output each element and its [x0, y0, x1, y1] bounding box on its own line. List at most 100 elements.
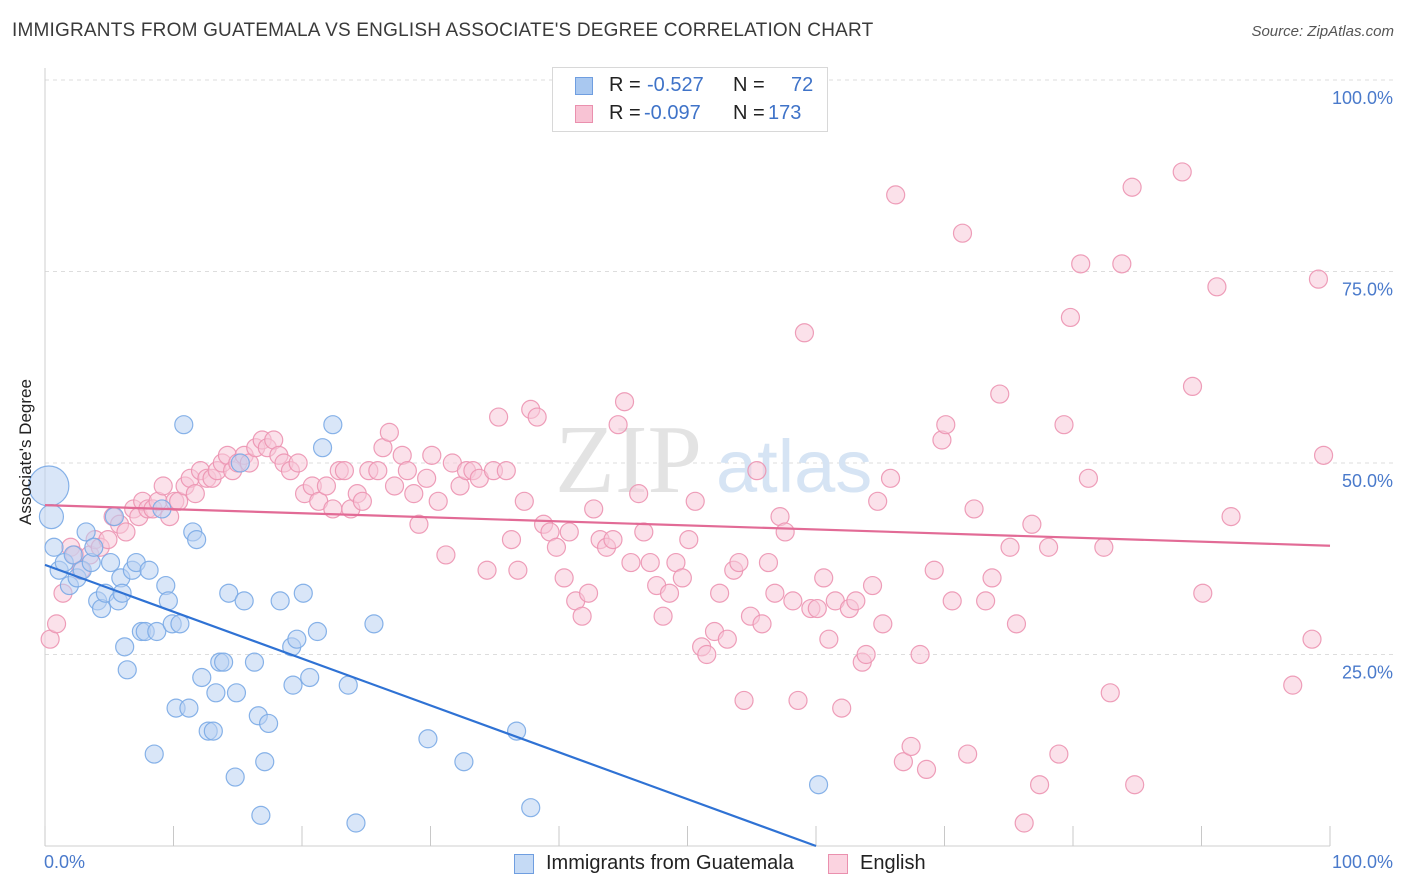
point-english [1308, 269, 1329, 289]
point-guatemala [346, 813, 366, 833]
y-axis-label: Associate's Degree [16, 379, 35, 525]
point-english [116, 522, 136, 542]
point-guatemala [214, 652, 234, 672]
point-english [942, 591, 962, 611]
point-guatemala [287, 629, 307, 649]
watermark-atlas: atlas [716, 425, 872, 508]
point-english [880, 468, 901, 488]
point-english [621, 552, 641, 573]
point-english [527, 407, 547, 427]
point-english [775, 522, 795, 542]
point-english [428, 491, 448, 511]
point-english [185, 484, 205, 504]
y-tick-label: 25.0% [1342, 663, 1393, 683]
point-english [352, 491, 372, 511]
point-english [653, 606, 673, 626]
point-english [958, 744, 978, 764]
watermark-zip: ZIP [555, 406, 702, 514]
chart-title: IMMIGRANTS FROM GUATEMALA VS ENGLISH ASS… [12, 20, 874, 41]
point-english [1094, 537, 1114, 557]
point-english [794, 323, 815, 343]
point-guatemala [76, 522, 96, 542]
point-english [893, 752, 913, 772]
r-value: -0.097 [644, 102, 701, 124]
point-english [710, 583, 730, 603]
point-english [1100, 683, 1120, 703]
point-english [417, 468, 437, 488]
point-english [862, 575, 883, 596]
y-tick-label: 75.0% [1342, 280, 1393, 300]
point-english [409, 514, 429, 534]
y-tick-label: 50.0% [1342, 471, 1393, 491]
point-english [1022, 514, 1042, 534]
point-english [422, 445, 442, 465]
point-guatemala [270, 591, 290, 611]
point-guatemala [234, 591, 254, 611]
point-guatemala [206, 683, 226, 703]
point-english [868, 491, 888, 511]
point-english [734, 690, 754, 711]
source-credit: Source: ZipAtlas.com [1251, 23, 1394, 40]
point-english [578, 583, 599, 603]
point-guatemala [230, 453, 250, 473]
point-english [477, 560, 497, 580]
point-english [1207, 277, 1227, 297]
point-english [1125, 775, 1145, 795]
point-english [1000, 537, 1020, 557]
point-guatemala [418, 729, 438, 749]
point-english [603, 529, 623, 550]
trend-line-english [44, 504, 1331, 547]
point-english [508, 560, 528, 580]
point-english [886, 185, 906, 205]
point-english [916, 759, 937, 780]
point-english [783, 591, 803, 611]
point-guatemala [179, 698, 199, 718]
point-guatemala [117, 660, 137, 680]
point-guatemala [307, 621, 328, 642]
point-guatemala [808, 775, 829, 795]
point-english [819, 629, 839, 649]
point-english [384, 476, 405, 496]
stats-row-guatemala: R = -0.527 N = 72 [553, 73, 827, 101]
point-guatemala [312, 438, 333, 458]
point-english [685, 491, 705, 511]
r-label: R = [609, 102, 641, 124]
trend-lines [44, 504, 1331, 848]
point-english [1193, 583, 1213, 603]
point-english [1071, 254, 1091, 274]
point-english [717, 629, 737, 649]
point-english [758, 552, 779, 573]
point-english [832, 698, 852, 718]
point-english [659, 583, 680, 603]
point-guatemala [174, 415, 194, 435]
point-guatemala [283, 675, 303, 695]
point-guatemala [226, 683, 247, 703]
point-guatemala [244, 652, 265, 672]
point-guatemala [84, 537, 104, 557]
point-english [729, 552, 749, 573]
point-english [976, 591, 996, 611]
point-english [496, 461, 516, 481]
point-guatemala [203, 721, 223, 741]
point-english [288, 453, 308, 473]
point-english [924, 560, 944, 580]
point-english [910, 644, 930, 665]
point-english [807, 598, 827, 619]
y-tick-labels: 25.0% 50.0% 75.0% 100.0% [1332, 88, 1393, 683]
point-english [873, 614, 893, 634]
point-english [1283, 675, 1303, 695]
point-guatemala [323, 415, 343, 435]
point-english [634, 522, 654, 542]
point-english [629, 484, 649, 504]
legend-label-guatemala: Immigrants from Guatemala [546, 852, 794, 874]
point-english [752, 614, 772, 634]
point-guatemala [293, 583, 313, 603]
point-english [982, 568, 1002, 588]
point-english [964, 499, 984, 519]
point-english [679, 529, 699, 550]
point-english [1221, 507, 1241, 527]
point-english [1122, 177, 1142, 197]
stats-swatch-guatemala [575, 77, 593, 95]
point-english [1049, 744, 1069, 764]
